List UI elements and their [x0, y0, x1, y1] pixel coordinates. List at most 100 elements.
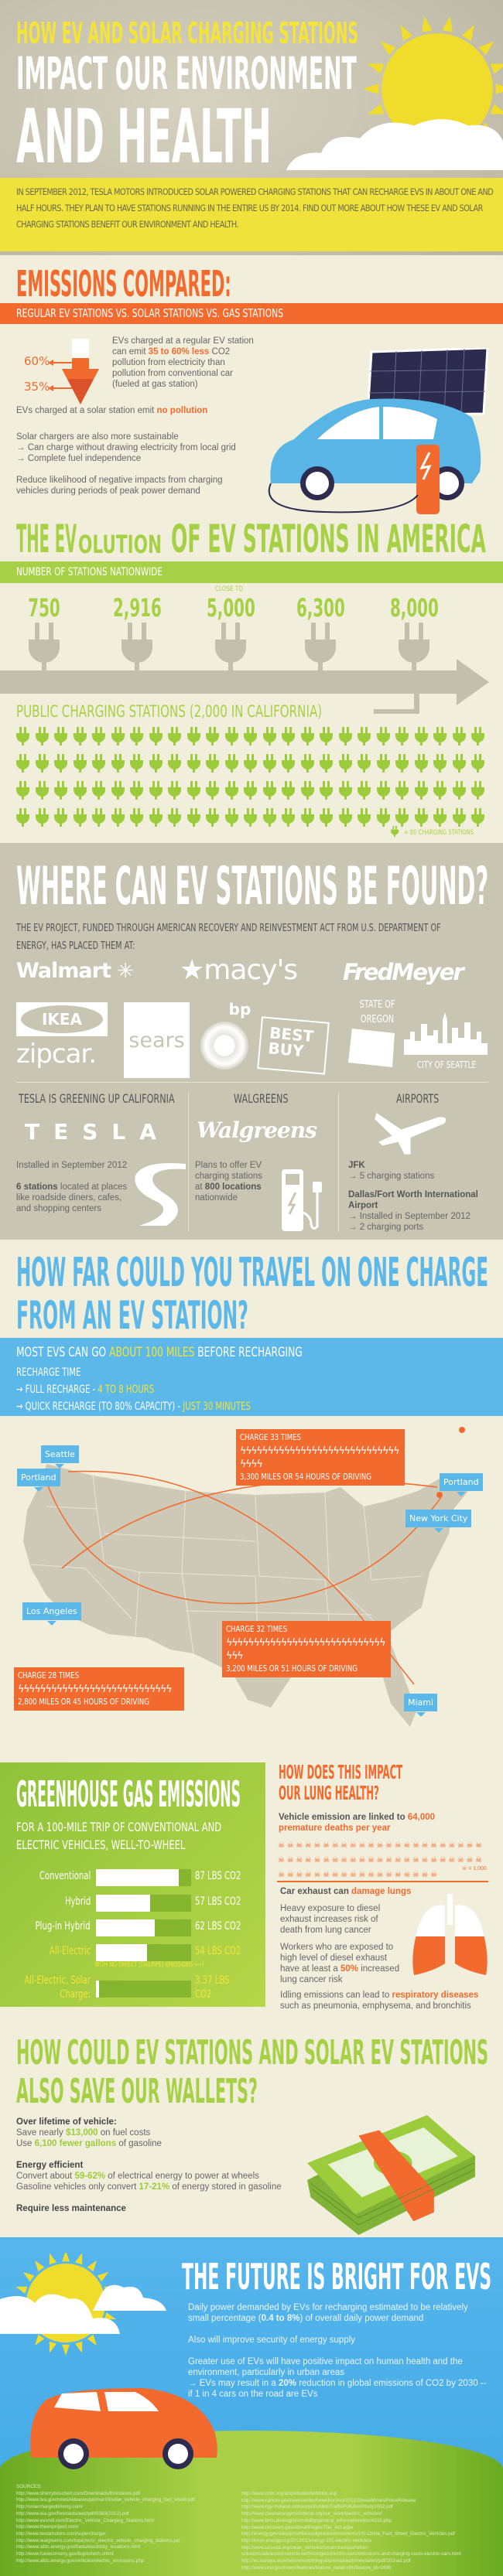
- walgreens-text: Plans to offer EV charging stations at 8…: [195, 1161, 262, 1203]
- ghg-bar-value: 54 LBS CO2: [195, 1945, 241, 1957]
- skull-icon: ☠: [412, 1856, 419, 1865]
- ghg-bar-label: Conventional: [39, 1870, 91, 1882]
- skull-icon: ☠: [475, 1841, 483, 1850]
- source-link[interactable]: http://www.afdc.energy.gov/vehicles/elec…: [16, 2557, 145, 2564]
- skull-icon: ☠: [385, 1856, 393, 1865]
- plug-icon: [282, 754, 295, 773]
- evolution-title: The EV olution of EV Stations in America: [16, 517, 486, 561]
- source-link[interactable]: http://www.sherryboschert.com/Downloads/…: [16, 2490, 140, 2496]
- source-link[interactable]: http://solarchargeddriving.com/: [16, 2504, 84, 2510]
- plug-icon: [35, 727, 49, 746]
- plug-icon: [111, 754, 125, 773]
- ghg-bar: [96, 1919, 156, 1936]
- source-link[interactable]: http://fresh-energy.org/2012/01/energy-1…: [241, 2537, 372, 2544]
- intro-band-bg: [0, 178, 503, 251]
- kicker: How EV and Solar Charging Stations: [16, 16, 358, 50]
- ghg-bar-track: [96, 1895, 191, 1912]
- plug-icon: [130, 808, 143, 827]
- public-stations-label: Public charging stations (2,000 in Calif…: [16, 702, 323, 721]
- plug-icon: [149, 754, 163, 773]
- city-label-portland-me: Portland: [440, 1473, 483, 1496]
- plug-icon: [224, 781, 238, 800]
- ghg-subtitle: For a 100-mile trip of conventional and …: [16, 1820, 222, 1852]
- source-link[interactable]: http://www.teslamotors.com/supercharger: [16, 2530, 106, 2537]
- charge-bolts: ϟϟϟϟϟϟϟϟϟϟϟϟϟϟϟϟϟϟϟϟϟϟϟϟϟϟϟϟϟϟϟϟ: [226, 1636, 386, 1662]
- source-link[interactable]: http://www.bmu.de/english/mobility/gener…: [241, 2517, 392, 2523]
- skull-icon: ☠: [457, 1841, 464, 1850]
- skull-grid: ☠ ☠ ☠ ☠ ☠ ☠ ☠ ☠ ☠ ☠ ☠ ☠ ☠ ☠ ☠ ☠ ☠ ☠ ☠ ☠ ☠ ☠ ☠☠ ☠ ☠ ☠ ☠ ☠ ☠ ☠ ☠ ☠ ☠ ☠ ☠ ☠ ☠ ☠ ☠…: [278, 1837, 491, 1882]
- source-link[interactable]: http://ec.europa.eu/environment/integrat…: [241, 2558, 411, 2564]
- ghg-bar-track: [96, 1981, 191, 1998]
- walgreens-logo: Walgreens: [197, 1117, 317, 1143]
- skull-icon: ☠: [385, 1871, 393, 1879]
- timeline-value: 750: [28, 593, 60, 623]
- ghg-bar-row: Conventional 87 LBS CO2: [0, 1868, 265, 1888]
- plug-icon: [224, 727, 238, 746]
- where-section: Where can EV stations be found? The EV P…: [0, 843, 503, 1240]
- plug-icon: [244, 808, 257, 827]
- skull-icon: ☠: [304, 1856, 312, 1865]
- plug-icon: [358, 781, 371, 800]
- skull-legend: ☠ = 1,000: [462, 1866, 487, 1871]
- skull-icon: ☠: [394, 1841, 402, 1850]
- lungs-icon: [412, 1894, 488, 1975]
- source-link[interactable]: http://www.afdc.energy.gov/fuels/electri…: [16, 2544, 141, 2550]
- plug-icon: [414, 781, 428, 800]
- source-link[interactable]: solutions/advanced-vehicle-technologies/…: [241, 2551, 461, 2557]
- plug-icon: [358, 754, 371, 773]
- source-link[interactable]: http://www.cancer.gov/newscenter/newsfro…: [241, 2497, 416, 2503]
- city-label-los-angeles: Los Angeles: [22, 1602, 81, 1626]
- source-link[interactable]: http://www.evsroll.com/Electric_Vehicle_…: [16, 2517, 154, 2523]
- plug-icon: [168, 808, 181, 827]
- source-link[interactable]: http://www.nrel.gov/news/features/featur…: [241, 2564, 392, 2571]
- plug-icon: [471, 781, 484, 800]
- plug-icon: [244, 727, 257, 746]
- skull-icon: ☠: [367, 1871, 375, 1879]
- source-link[interactable]: http://www.ucsusa.org/clean_vehicles/sma…: [241, 2544, 369, 2550]
- source-link[interactable]: http://www.fueleconomy.gov/feg/evtech.sh…: [16, 2551, 114, 2557]
- skull-icon: ☠: [322, 1856, 330, 1865]
- skull-icon: ☠: [278, 1856, 285, 1865]
- skull-icon: ☠: [358, 1871, 366, 1879]
- plug-icon: [35, 781, 49, 800]
- ghg-bar-row: All-Electric 54 LBS CO2: [0, 1943, 265, 1963]
- source-link[interactable]: http://www.tva.gov/news/releases/janmar1…: [16, 2497, 195, 2503]
- plug-icon: [206, 727, 219, 746]
- source-link[interactable]: http://www.walgreens.com/topic/sr/sr_ele…: [16, 2537, 180, 2544]
- plug-icon: [452, 727, 466, 746]
- plug-icon: [358, 808, 371, 827]
- ghg-bar-label: Hybrid: [64, 1895, 91, 1908]
- where-title: Where can EV stations be found?: [16, 856, 489, 917]
- plug-icon: [262, 754, 276, 773]
- source-link[interactable]: http://www.eia.gov/forecasts/aeo/pdf/038…: [16, 2510, 129, 2516]
- wallet-title-line1: How could EV stations and solar EV stati…: [16, 2033, 489, 2073]
- lung-p2: Workers who are exposed to high level of…: [280, 1943, 400, 1984]
- source-link[interactable]: http://www.ngv-holland.nl/docs/pdfs/Neth…: [241, 2504, 393, 2510]
- source-link[interactable]: http://www.theevproject.com/: [16, 2524, 79, 2530]
- plug-icon: [262, 727, 276, 746]
- source-link[interactable]: http://energy.gov/sites/prod/files/edg/n…: [241, 2531, 456, 2537]
- source-link[interactable]: http://www.cleanenergyministerial.org/ou…: [241, 2511, 382, 2517]
- emissions-subtitle: Regular EV stations vs. solar stations v…: [16, 306, 284, 320]
- plug-icon: [111, 808, 125, 827]
- plug-icon: [262, 808, 276, 827]
- plug-icon: [130, 781, 143, 800]
- skull-icon: ☠: [430, 1841, 438, 1850]
- plug-icon: [29, 623, 60, 677]
- source-link[interactable]: http://www.recovery.gov/About/Pages/The_…: [241, 2524, 354, 2530]
- plug-icon: [54, 754, 67, 773]
- future-title: The future is bright for EVs: [182, 2256, 492, 2298]
- quick-recharge: → Quick recharge (to 80% capacity) - jus…: [16, 1401, 251, 1413]
- skull-icon: ☠: [304, 1841, 312, 1850]
- plug-icon: [300, 781, 314, 800]
- logo-zipcar: zipcar.: [16, 1039, 97, 1070]
- city-label-seattle: Seattle: [41, 1445, 79, 1469]
- source-link[interactable]: http://www.nrdc.org/air/pollution/bt/bbi…: [241, 2491, 337, 2496]
- plug-icon: [186, 727, 200, 746]
- tesla-logo: TESLA: [25, 1119, 170, 1145]
- logo-bp: bp: [197, 1001, 252, 1070]
- arrow-label-35: 35%: [24, 380, 50, 394]
- arrow-label-60: 60%: [24, 354, 50, 368]
- road-icon: [135, 1163, 186, 1226]
- plug-icon: [130, 727, 143, 746]
